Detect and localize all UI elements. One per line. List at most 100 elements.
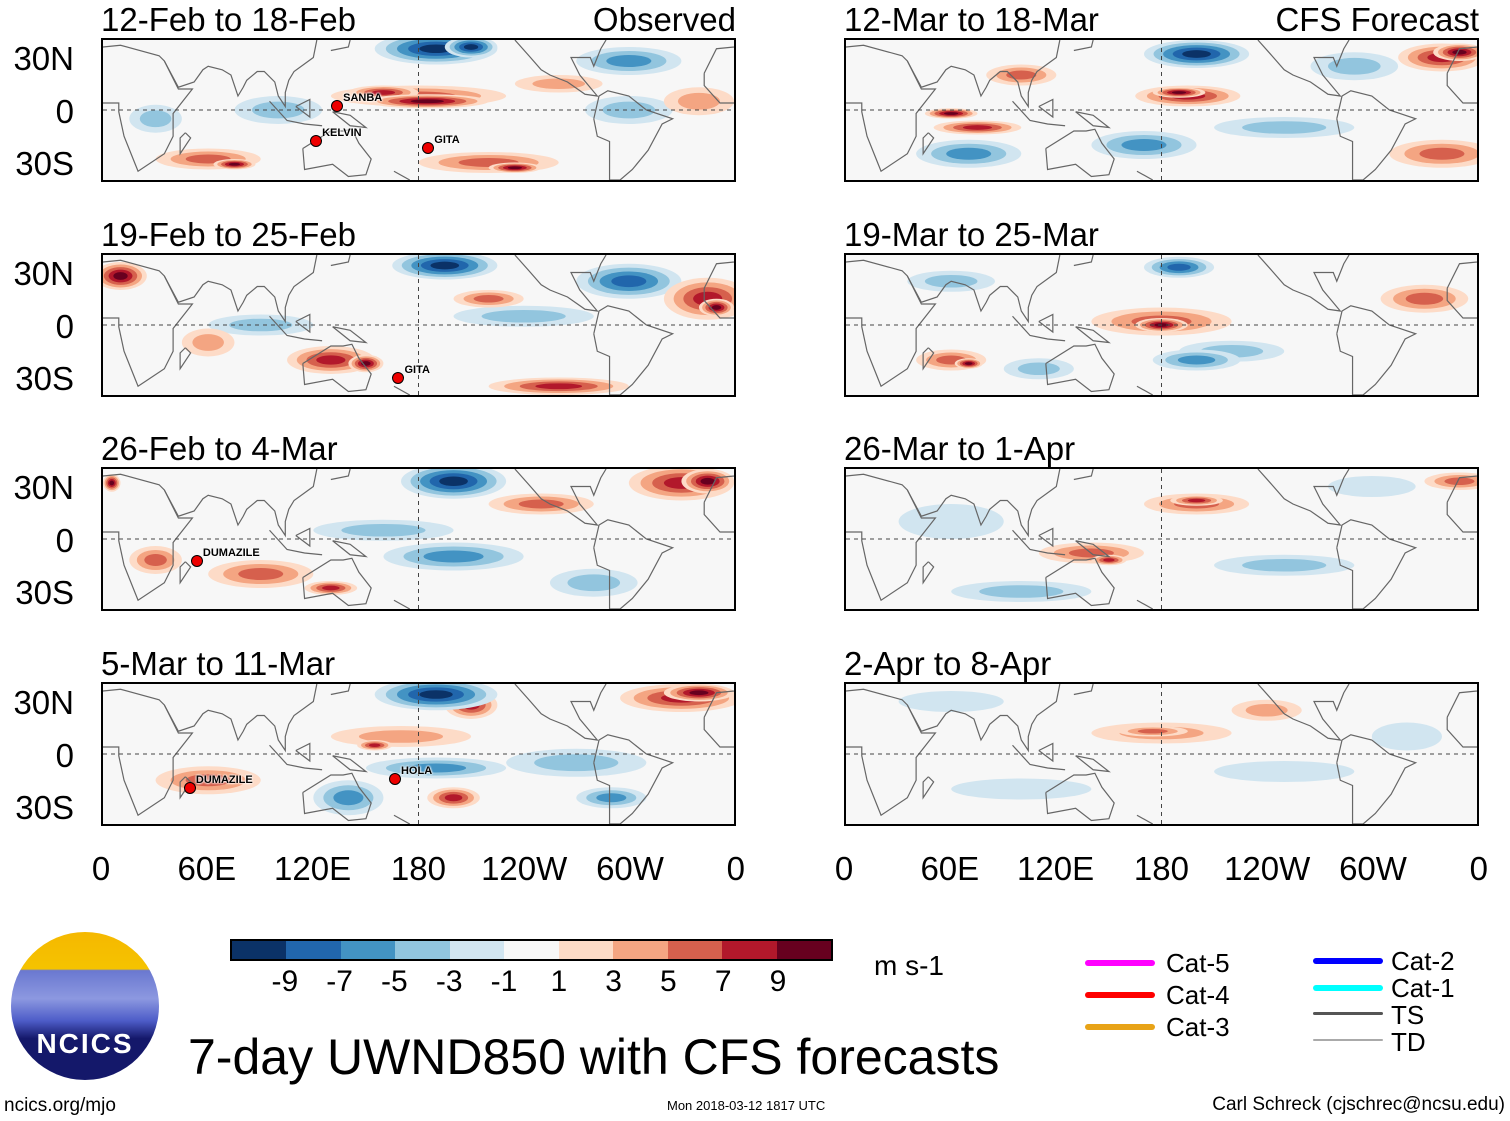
anomaly-contour: [371, 90, 396, 95]
coastline: [180, 133, 191, 154]
anomaly-contour: [1405, 292, 1444, 305]
anomaly-contour: [962, 125, 993, 130]
coastline: [1076, 541, 1109, 557]
coastline: [394, 815, 410, 824]
legend-label: Cat-4: [1166, 980, 1230, 1010]
lat-label: 30S: [15, 360, 74, 397]
map-panel: DUMAZILE: [101, 467, 736, 611]
anomaly-contour: [144, 554, 167, 566]
map-panel: GITA: [101, 253, 736, 397]
coastline: [594, 520, 673, 609]
colorbar-swatch: [504, 941, 559, 959]
map-panel: DUMAZILE HOLA: [101, 682, 736, 826]
coastline: [103, 474, 192, 600]
coastline: [1137, 815, 1153, 824]
lon-label: 120E: [1017, 850, 1095, 887]
anomaly-contour: [1177, 355, 1216, 365]
anomaly-contour: [606, 55, 652, 67]
legend-line-icon: [1085, 1024, 1155, 1030]
colorbar-swatch: [449, 941, 505, 959]
coastline: [1258, 469, 1349, 525]
colorbar-label: 9: [769, 965, 787, 998]
panel-title: 26-Feb to 4-Mar: [101, 430, 338, 467]
lon-label: 60E: [920, 850, 980, 887]
colorbar-swatch: [558, 941, 614, 959]
lat-label: 30N: [13, 255, 74, 292]
anomaly-contour: [444, 794, 463, 802]
coastline: [1137, 600, 1153, 609]
legend-line-icon: [1313, 958, 1383, 964]
units-label: m s-1: [874, 950, 944, 981]
coastline: [1046, 344, 1114, 391]
coastline: [331, 255, 350, 266]
anomaly-contour: [419, 690, 453, 699]
colorbar-swatch: [776, 941, 831, 959]
legend-line-icon: [1085, 992, 1155, 998]
lat-label: 30N: [13, 684, 74, 721]
anomaly-contour: [979, 585, 1064, 598]
colorbar-label: 5: [660, 965, 677, 998]
coastline: [1039, 315, 1053, 333]
coastline: [270, 316, 323, 341]
coastline: [1447, 474, 1477, 600]
anomaly-contour: [1182, 50, 1211, 58]
anomaly-contour: [481, 309, 566, 323]
storm-marker-icon: [422, 141, 435, 154]
footer-url[interactable]: ncics.org/mjo: [4, 1095, 116, 1116]
lon-label: 180: [390, 850, 446, 887]
coastline: [164, 469, 316, 536]
coastline: [923, 562, 934, 583]
anomaly-contour: [1419, 147, 1465, 160]
anomaly-contour: [1167, 263, 1191, 271]
lat-label: 0: [55, 736, 74, 774]
anomaly-contour: [1121, 139, 1167, 151]
legend-label: Cat-1: [1391, 973, 1455, 1003]
lat-label: 30S: [15, 145, 74, 182]
coastline: [333, 327, 366, 343]
coastline: [103, 45, 192, 171]
footer-author: Carl Schreck (cjschrec@ncsu.edu): [1212, 1094, 1505, 1115]
anomaly-contour: [689, 690, 709, 696]
coastline: [1013, 316, 1066, 341]
lat-label: 30N: [13, 40, 74, 77]
coastline: [1074, 469, 1093, 480]
lat-label: 30N: [13, 469, 74, 506]
storm-marker-icon: [392, 372, 405, 385]
anomaly-contour: [1371, 722, 1442, 751]
coastline: [1076, 756, 1109, 772]
anomaly-contour: [439, 476, 468, 487]
lon-label: 120E: [274, 850, 352, 887]
coastline: [1258, 40, 1349, 96]
lon-label: 120W: [1224, 850, 1311, 887]
coastline: [1039, 100, 1053, 118]
lon-label: 60W: [596, 850, 664, 887]
coastline: [164, 255, 316, 322]
lon-label: 0: [726, 850, 745, 887]
anomaly-contour: [611, 275, 647, 288]
storm-marker-icon: [331, 99, 344, 112]
anomaly-contour: [943, 112, 959, 115]
coastline: [923, 133, 934, 154]
coastline: [1447, 260, 1477, 386]
coastline: [333, 112, 366, 128]
logo-text: NCICS: [36, 1028, 134, 1059]
legend-label: TD: [1391, 1027, 1426, 1057]
storm-marker-icon: [388, 773, 401, 786]
legend-line-icon: [1313, 1012, 1383, 1015]
colorbar-swatch: [232, 941, 287, 959]
colorbar-label: 1: [550, 965, 568, 998]
coastline: [1337, 520, 1416, 609]
anomaly-contour: [711, 305, 722, 310]
colorbar-label: -3: [435, 965, 463, 998]
anomaly-contour: [1328, 57, 1381, 75]
coastline: [1076, 112, 1109, 128]
lat-label: 30S: [15, 574, 74, 611]
anomaly-contour: [1137, 729, 1168, 734]
coastline: [515, 255, 606, 311]
storm-label: DUMAZILE: [202, 546, 260, 559]
map-panel: [844, 38, 1479, 182]
coastline: [1258, 255, 1349, 311]
anomaly-contour: [109, 480, 115, 486]
coastline: [1013, 530, 1066, 555]
lon-label: 0: [834, 850, 854, 887]
